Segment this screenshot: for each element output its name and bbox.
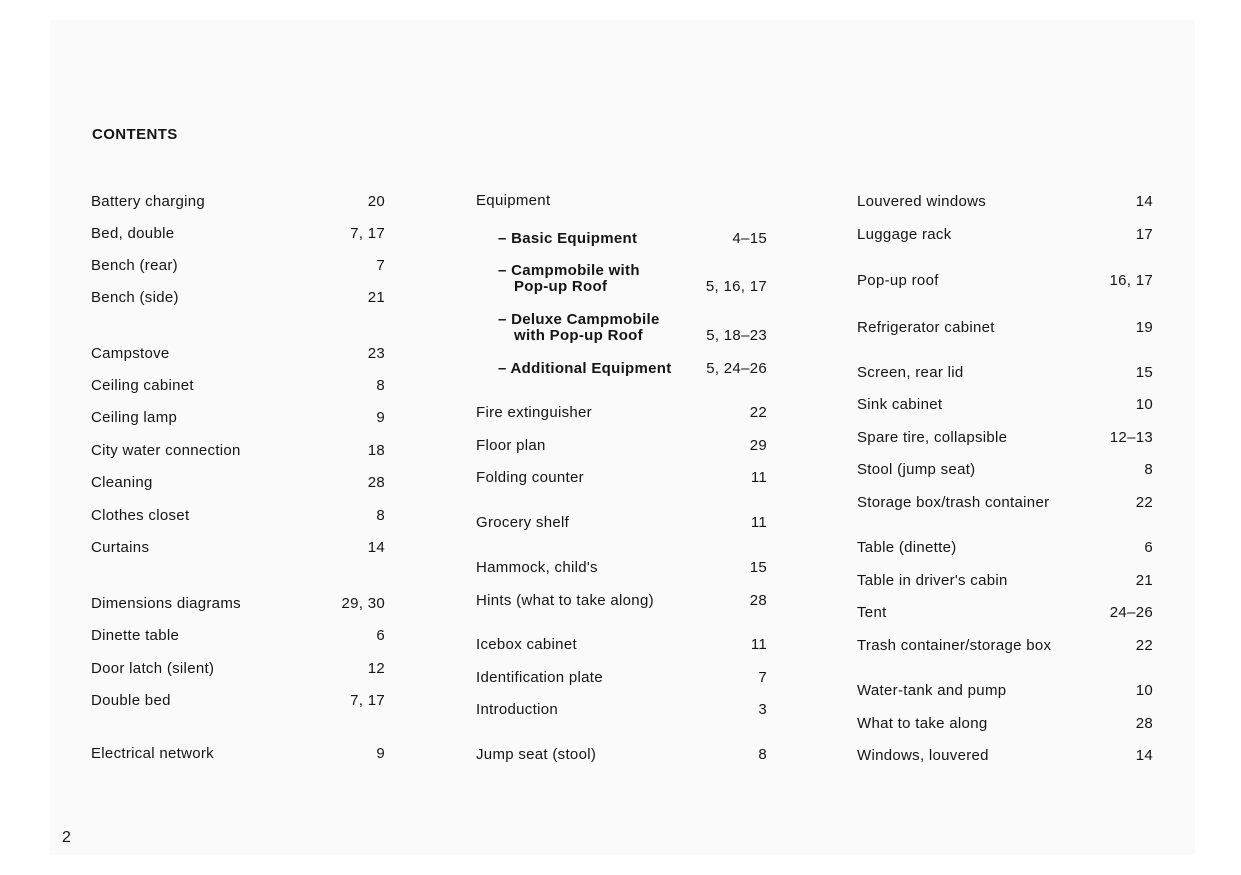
index-entry-pages: 18 [367, 442, 385, 459]
index-entry-pages: 12–13 [1109, 429, 1153, 446]
index-entry-pages: 8 [1144, 461, 1153, 478]
index-entry-pages: 11 [750, 636, 767, 653]
index-entry-label: Bed, double [91, 225, 175, 242]
index-entry-pages: 21 [1135, 572, 1153, 589]
index-entry-label: Electrical network [91, 745, 214, 762]
index-entry-pages: 29 [749, 437, 767, 454]
index-entry-label: Cleaning [91, 474, 153, 491]
index-entry-pages: 22 [749, 404, 767, 421]
index-entry-label: Luggage rack [857, 226, 952, 243]
index-entry-pages: 20 [367, 193, 385, 210]
index-entry-pages: 14 [1135, 747, 1153, 764]
index-entry-label: Trash container/storage box [857, 637, 1052, 654]
index-entry-label: Floor plan [476, 437, 546, 454]
index-entry-label: Sink cabinet [857, 396, 943, 413]
sub-entry-label: – Basic Equipment [498, 230, 638, 247]
index-entry-label: Jump seat (stool) [476, 746, 597, 763]
index-entry-pages: 9 [376, 745, 385, 762]
index-entry-pages: 17 [1135, 226, 1153, 243]
sub-entry-pages: 5, 18–23 [706, 327, 767, 344]
index-entry-label: Introduction [476, 701, 558, 718]
index-entry-equipment: Equipment [476, 192, 551, 209]
index-entry-pages: 24–26 [1109, 604, 1153, 621]
index-entry-pages: 14 [1135, 193, 1153, 210]
index-entry-pages: 9 [376, 409, 385, 426]
index-entry-label: Battery charging [91, 193, 206, 210]
page-number: 2 [62, 829, 71, 846]
index-entry-label: Water-tank and pump [857, 682, 1007, 699]
sub-entry-label-cont: Pop-up Roof [514, 278, 608, 295]
index-entry-label: Pop-up roof [857, 272, 939, 289]
index-entry-label: Bench (rear) [91, 257, 178, 274]
index-entry-label: Louvered windows [857, 193, 987, 210]
index-entry-label: Icebox cabinet [476, 636, 577, 653]
index-entry-pages: 12 [367, 660, 385, 677]
index-entry-label: Tent [857, 604, 887, 621]
index-entry-pages: 22 [1135, 637, 1153, 654]
index-entry-label: What to take along [857, 715, 988, 732]
index-entry-pages: 8 [758, 746, 767, 763]
index-entry-label: Refrigerator cabinet [857, 319, 995, 336]
index-entry-label: Clothes closet [91, 507, 190, 524]
index-entry-pages: 8 [376, 377, 385, 394]
index-entry-label: Windows, louvered [857, 747, 989, 764]
index-entry-pages: 23 [367, 345, 385, 362]
index-entry-pages: 22 [1135, 494, 1153, 511]
index-entry-label: Table in driver's cabin [857, 572, 1008, 589]
index-entry-label: Door latch (silent) [91, 660, 215, 677]
sub-entry-pages: 5, 24–26 [706, 360, 767, 377]
index-entry-label: Hints (what to take along) [476, 592, 654, 609]
index-entry-label: Storage box/trash container [857, 494, 1050, 511]
index-entry-label: Fire extinguisher [476, 404, 592, 421]
index-entry-pages: 28 [367, 474, 385, 491]
contents-heading: CONTENTS [92, 126, 178, 143]
index-entry-pages: 28 [1135, 715, 1153, 732]
index-entry-label: Screen, rear lid [857, 364, 964, 381]
index-entry-pages: 3 [758, 701, 767, 718]
index-entry-label: Stool (jump seat) [857, 461, 976, 478]
index-entry-label: Table (dinette) [857, 539, 957, 556]
index-entry-pages: 6 [1144, 539, 1153, 556]
index-entry-pages: 15 [749, 559, 767, 576]
index-entry-pages: 8 [376, 507, 385, 524]
index-entry-pages: 11 [750, 469, 767, 486]
sub-entry-label: – Campmobile with [498, 262, 640, 279]
index-entry-pages: 10 [1135, 682, 1153, 699]
index-entry-pages: 14 [367, 539, 385, 556]
index-entry-pages: 19 [1135, 319, 1153, 336]
index-entry-label: Folding counter [476, 469, 584, 486]
index-entry-pages: 7, 17 [350, 225, 385, 242]
index-entry-pages: 29, 30 [341, 595, 385, 612]
index-entry-pages: 6 [376, 627, 385, 644]
index-entry-label: Grocery shelf [476, 514, 570, 531]
index-entry-label: Hammock, child's [476, 559, 598, 576]
index-entry-label: Ceiling lamp [91, 409, 178, 426]
index-entry-pages: 7, 17 [350, 692, 385, 709]
index-entry-label: Campstove [91, 345, 170, 362]
index-entry-label: Spare tire, collapsible [857, 429, 1008, 446]
index-entry-pages: 7 [758, 669, 767, 686]
index-entry-pages: 21 [367, 289, 385, 306]
index-entry-pages: 10 [1135, 396, 1153, 413]
sub-entry-label: – Additional Equipment [498, 360, 672, 377]
index-entry-pages: 15 [1135, 364, 1153, 381]
index-entry-pages: 28 [749, 592, 767, 609]
index-entry-pages: 11 [750, 514, 767, 531]
index-entry-label: City water connection [91, 442, 241, 459]
sub-entry-label-cont: with Pop-up Roof [514, 327, 643, 344]
index-entry-label: Double bed [91, 692, 171, 709]
sub-entry-label: – Deluxe Campmobile [498, 311, 660, 328]
index-entry-label: Identification plate [476, 669, 603, 686]
document-page [50, 20, 1195, 855]
index-entry-label: Dinette table [91, 627, 180, 644]
index-entry-label: Ceiling cabinet [91, 377, 194, 394]
index-entry-label: Bench (side) [91, 289, 179, 306]
sub-entry-pages: 5, 16, 17 [705, 278, 767, 295]
index-entry-label: Dimensions diagrams [91, 595, 241, 612]
index-entry-pages: 16, 17 [1109, 272, 1153, 289]
index-entry-pages: 7 [376, 257, 385, 274]
sub-entry-pages: 4–15 [732, 230, 767, 247]
index-entry-label: Curtains [91, 539, 150, 556]
